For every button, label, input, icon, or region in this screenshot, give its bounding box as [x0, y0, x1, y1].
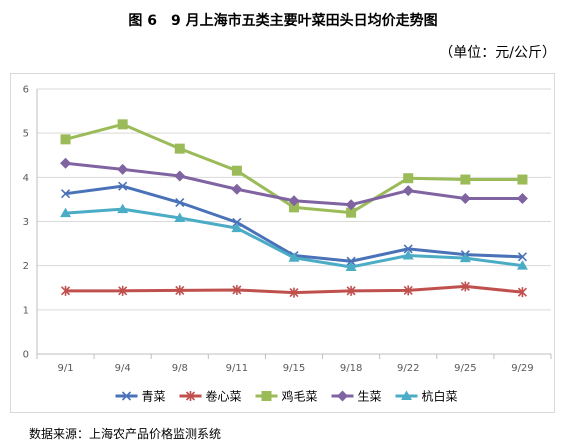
legend-marker — [121, 391, 132, 401]
series-3 — [60, 157, 528, 211]
legend-marker — [261, 391, 272, 401]
data-point — [517, 287, 528, 298]
x-tick-label: 9/22 — [397, 363, 419, 374]
x-tick-label: 9/15 — [283, 363, 305, 374]
x-tick-label: 9/29 — [511, 363, 533, 374]
data-point — [402, 185, 414, 197]
axes: 0 1 2 3 4 5 6 9/1 9/4 9/8 9/11 9/15 9/18 9/22 9/25 9/29 — [23, 85, 552, 374]
y-tick-label: 5 — [23, 129, 29, 140]
chart-frame: 0 1 2 3 4 5 6 9/1 9/4 9/8 9/11 9/15 9/18 9/22 9/25 9/29… — [10, 73, 555, 413]
x-tick-label: 9/25 — [454, 363, 476, 374]
data-point — [517, 252, 528, 262]
gridlines — [37, 88, 551, 311]
data-point — [117, 119, 128, 130]
data-point — [60, 285, 71, 296]
legend-label: 卷心菜 — [206, 389, 242, 404]
line-chart: 0 1 2 3 4 5 6 9/1 9/4 9/8 9/11 9/15 9/18 9/22 9/25 9/29… — [23, 85, 552, 404]
series-1 — [60, 281, 528, 298]
legend-label: 杭白菜 — [422, 389, 458, 404]
legend-marker — [185, 391, 196, 401]
legend-item: 杭白菜 — [395, 389, 458, 404]
data-point — [232, 217, 242, 227]
data-point — [345, 261, 357, 271]
data-point — [60, 189, 71, 199]
legend-marker — [337, 390, 348, 402]
legend-item: 鸡毛菜 — [255, 389, 318, 404]
unit-label: （单位：元/公斤） — [439, 45, 556, 61]
series-4 — [60, 203, 528, 271]
x-tick-label: 9/1 — [58, 363, 74, 374]
data-point — [60, 157, 72, 169]
legend-item: 青菜 — [115, 390, 166, 404]
data-point — [403, 173, 414, 184]
chart-title: 图 6 9 月上海市五类主要叶菜田头日均价走势图 — [128, 13, 438, 29]
data-point — [402, 250, 414, 260]
data-point — [403, 285, 413, 296]
y-tick-label: 4 — [23, 173, 29, 184]
x-tick-label: 9/4 — [115, 363, 131, 374]
legend-item: 生菜 — [331, 390, 382, 404]
data-point — [289, 287, 299, 298]
y-tick-label: 0 — [23, 350, 29, 361]
data-point — [117, 203, 129, 214]
data-point — [289, 202, 299, 213]
data-point — [288, 195, 300, 207]
data-point — [345, 199, 357, 211]
data-point — [346, 256, 356, 266]
data-point — [174, 143, 185, 154]
legend-marker — [401, 390, 412, 400]
data-point — [118, 181, 128, 191]
data-point — [403, 244, 413, 254]
series-2 — [60, 119, 528, 218]
data-point — [460, 174, 471, 185]
y-tick-label: 3 — [23, 217, 29, 228]
y-tick-label: 1 — [23, 305, 29, 316]
data-point — [516, 193, 528, 205]
data-point — [516, 260, 528, 270]
data-point — [459, 252, 471, 263]
data-point — [232, 284, 242, 295]
x-tick-label: 9/11 — [226, 363, 248, 374]
y-tick-label: 2 — [23, 261, 29, 272]
x-tick-label: 9/18 — [340, 363, 362, 374]
legend-label: 青菜 — [142, 390, 166, 404]
legend: 青菜 卷心菜 鸡毛菜 生菜 杭白菜 — [115, 389, 458, 404]
legend-item: 卷心菜 — [179, 389, 242, 404]
data-point — [175, 285, 185, 296]
data-point — [459, 193, 471, 205]
data-source-note: 数据来源：上海农产品价格监测系统 — [29, 427, 222, 441]
data-point — [175, 197, 185, 208]
y-tick-label: 6 — [23, 85, 29, 96]
data-point — [346, 285, 356, 296]
data-point — [174, 212, 186, 222]
data-point — [118, 285, 128, 296]
data-point — [231, 183, 243, 195]
data-point — [117, 163, 129, 175]
x-tick-label: 9/8 — [172, 363, 188, 374]
data-point — [288, 252, 300, 262]
legend-label: 生菜 — [358, 390, 382, 404]
data-point — [346, 207, 357, 218]
data-point — [231, 165, 242, 176]
data-point — [460, 281, 470, 292]
series-group — [60, 119, 528, 298]
data-point — [60, 207, 72, 218]
legend-label: 鸡毛菜 — [282, 389, 318, 404]
data-point — [231, 222, 243, 233]
data-point — [60, 134, 71, 145]
data-point — [517, 174, 528, 185]
data-point — [174, 170, 186, 182]
